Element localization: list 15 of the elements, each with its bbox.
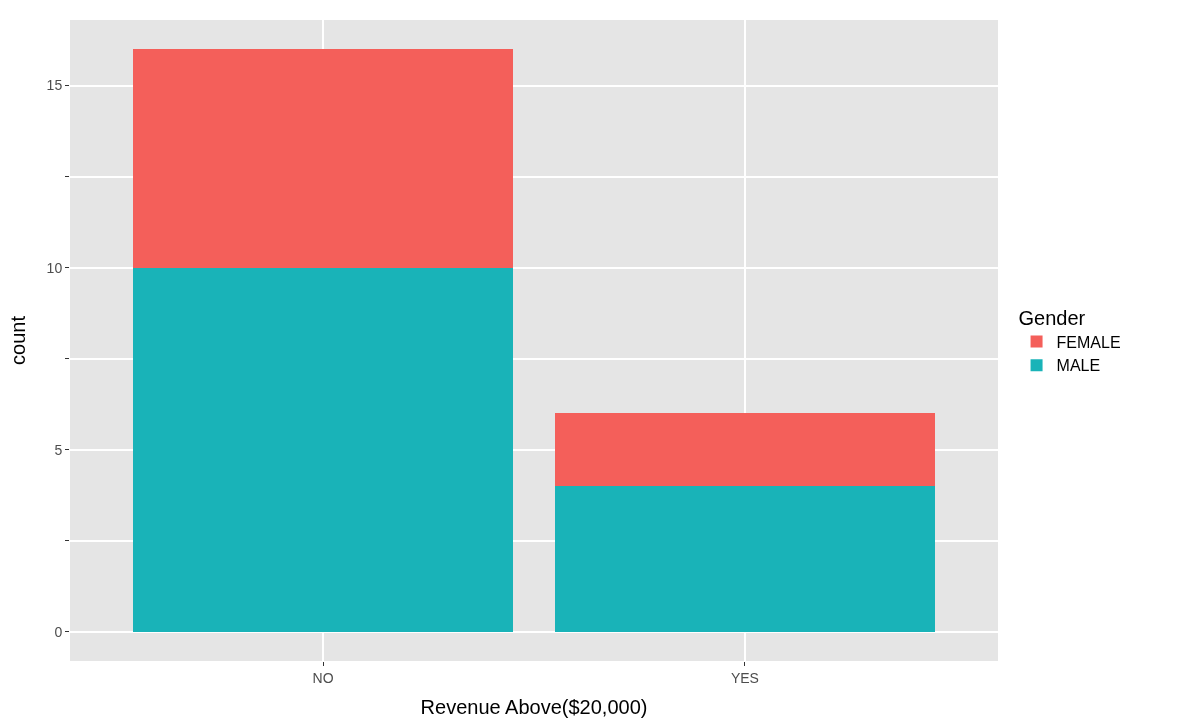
y-axis-title: count <box>7 315 30 365</box>
legend-label: FEMALE <box>1056 333 1121 351</box>
y-tick-label: 10 <box>46 259 63 276</box>
y-tick-label: 15 <box>46 77 63 94</box>
y-tick-label: 0 <box>54 623 63 640</box>
bar <box>133 267 513 632</box>
legend-title: Gender <box>1018 306 1086 329</box>
legend-label: MALE <box>1056 357 1101 375</box>
x-tick-label: NO <box>312 669 334 686</box>
y-tick-label: 5 <box>54 441 63 458</box>
bar <box>555 486 935 632</box>
x-axis-title: Revenue Above($20,000) <box>420 696 648 719</box>
bar <box>133 49 513 268</box>
bar <box>555 413 935 487</box>
x-tick-label: YES <box>730 669 759 686</box>
